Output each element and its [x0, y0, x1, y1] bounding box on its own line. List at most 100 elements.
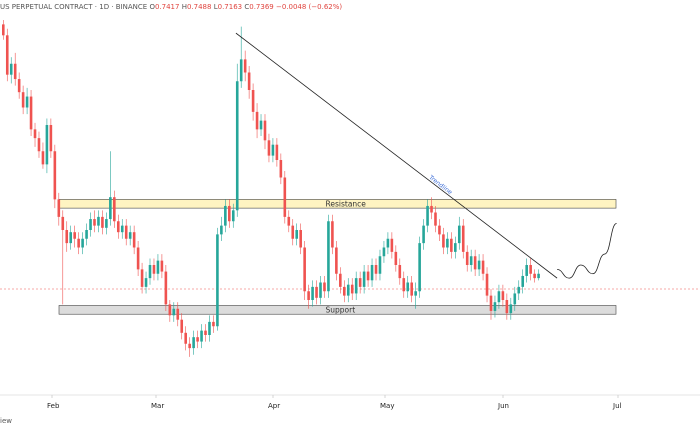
- candle[interactable]: [25, 87, 29, 115]
- candle[interactable]: [493, 295, 497, 318]
- candle[interactable]: [243, 50, 247, 82]
- candle[interactable]: [370, 258, 374, 287]
- candle[interactable]: [235, 63, 239, 217]
- candle[interactable]: [188, 337, 191, 357]
- candle[interactable]: [418, 236, 421, 298]
- candle[interactable]: [362, 265, 366, 294]
- candle[interactable]: [327, 214, 330, 298]
- candle[interactable]: [29, 90, 33, 136]
- candle[interactable]: [303, 240, 306, 300]
- candle[interactable]: [485, 267, 489, 303]
- candle[interactable]: [390, 232, 394, 259]
- candle[interactable]: [374, 258, 378, 281]
- candle[interactable]: [136, 240, 140, 276]
- candle[interactable]: [255, 103, 259, 139]
- candle[interactable]: [263, 114, 267, 150]
- candle[interactable]: [465, 245, 469, 272]
- candle[interactable]: [509, 297, 513, 320]
- candle[interactable]: [216, 227, 219, 331]
- candle[interactable]: [454, 236, 457, 259]
- candle[interactable]: [57, 192, 61, 226]
- candle[interactable]: [109, 151, 112, 226]
- candle[interactable]: [247, 65, 251, 99]
- candle[interactable]: [394, 245, 398, 272]
- candle[interactable]: [224, 199, 227, 233]
- candle[interactable]: [410, 275, 413, 303]
- candle[interactable]: [204, 324, 207, 342]
- candle[interactable]: [426, 199, 429, 233]
- candle[interactable]: [251, 83, 255, 121]
- candle[interactable]: [497, 284, 501, 309]
- candle[interactable]: [77, 232, 80, 255]
- candle[interactable]: [283, 170, 287, 224]
- candle[interactable]: [525, 258, 528, 283]
- candle[interactable]: [533, 269, 536, 283]
- candle[interactable]: [212, 315, 215, 333]
- candle[interactable]: [168, 300, 172, 322]
- candle[interactable]: [172, 302, 176, 322]
- candle[interactable]: [85, 223, 88, 246]
- candle[interactable]: [120, 219, 124, 239]
- candle[interactable]: [61, 210, 65, 305]
- candle[interactable]: [469, 249, 473, 272]
- candle[interactable]: [434, 205, 437, 233]
- candle[interactable]: [442, 227, 445, 255]
- candle[interactable]: [89, 212, 92, 237]
- candle[interactable]: [275, 138, 279, 167]
- candle[interactable]: [287, 210, 291, 233]
- candle[interactable]: [9, 57, 13, 84]
- candle[interactable]: [517, 280, 521, 300]
- candle[interactable]: [386, 232, 390, 255]
- candle[interactable]: [21, 85, 25, 115]
- candle[interactable]: [406, 275, 410, 298]
- candle[interactable]: [319, 275, 322, 305]
- candle[interactable]: [200, 324, 203, 349]
- candle[interactable]: [311, 280, 314, 307]
- candle[interactable]: [481, 254, 485, 281]
- candle[interactable]: [192, 330, 195, 355]
- candle[interactable]: [279, 153, 283, 185]
- candle[interactable]: [65, 221, 69, 252]
- candle[interactable]: [196, 330, 199, 349]
- candle[interactable]: [457, 216, 461, 250]
- candle[interactable]: [446, 232, 449, 255]
- candle[interactable]: [140, 262, 144, 294]
- candle[interactable]: [342, 280, 346, 303]
- candle[interactable]: [208, 315, 211, 342]
- candle[interactable]: [307, 284, 310, 309]
- candle[interactable]: [13, 52, 17, 86]
- forecast-path[interactable]: [557, 223, 617, 279]
- candle[interactable]: [299, 223, 302, 255]
- candle[interactable]: [37, 131, 41, 158]
- candle[interactable]: [152, 258, 156, 281]
- trendline[interactable]: [235, 32, 558, 279]
- candle[interactable]: [164, 265, 168, 311]
- candle[interactable]: [505, 293, 509, 320]
- candle[interactable]: [148, 258, 152, 285]
- candle[interactable]: [461, 219, 465, 259]
- candle[interactable]: [350, 278, 354, 300]
- candle[interactable]: [402, 271, 406, 298]
- candle[interactable]: [354, 271, 358, 300]
- candle[interactable]: [132, 225, 136, 255]
- candle[interactable]: [501, 284, 505, 307]
- candle[interactable]: [438, 219, 441, 241]
- candle[interactable]: [156, 254, 160, 281]
- candle[interactable]: [422, 219, 425, 250]
- candle[interactable]: [5, 28, 9, 82]
- candle[interactable]: [414, 282, 417, 309]
- candle[interactable]: [113, 190, 116, 228]
- candle[interactable]: [259, 114, 263, 136]
- candle[interactable]: [53, 144, 57, 209]
- candle[interactable]: [382, 240, 386, 263]
- candle[interactable]: [537, 269, 540, 281]
- candle[interactable]: [228, 199, 231, 228]
- candle[interactable]: [339, 267, 342, 294]
- candle[interactable]: [346, 278, 350, 303]
- candle[interactable]: [521, 269, 525, 294]
- candle[interactable]: [231, 203, 235, 228]
- candle[interactable]: [176, 302, 180, 327]
- candle[interactable]: [144, 271, 148, 294]
- candle[interactable]: [73, 225, 76, 248]
